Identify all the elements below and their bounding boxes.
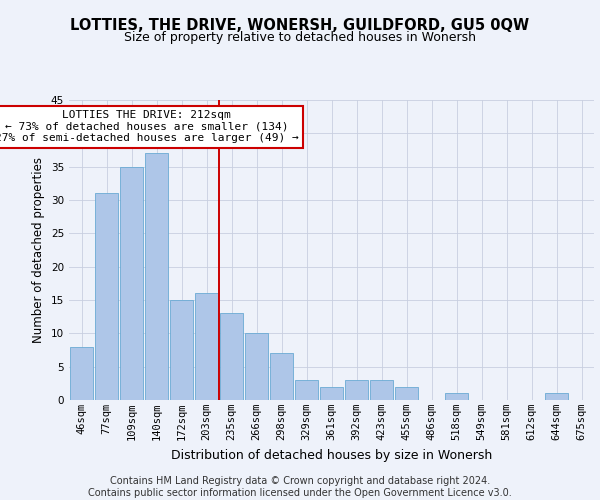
Y-axis label: Number of detached properties: Number of detached properties	[32, 157, 46, 343]
Bar	[70, 346, 94, 400]
Bar	[194, 294, 218, 400]
Text: LOTTIES, THE DRIVE, WONERSH, GUILDFORD, GU5 0QW: LOTTIES, THE DRIVE, WONERSH, GUILDFORD, …	[70, 18, 530, 32]
Bar	[295, 380, 319, 400]
Text: LOTTIES THE DRIVE: 212sqm
← 73% of detached houses are smaller (134)
27% of semi: LOTTIES THE DRIVE: 212sqm ← 73% of detac…	[0, 110, 298, 143]
X-axis label: Distribution of detached houses by size in Wonersh: Distribution of detached houses by size …	[171, 448, 492, 462]
Bar	[344, 380, 368, 400]
Bar	[145, 154, 169, 400]
Bar	[170, 300, 193, 400]
Bar	[119, 166, 143, 400]
Text: Size of property relative to detached houses in Wonersh: Size of property relative to detached ho…	[124, 31, 476, 44]
Bar	[269, 354, 293, 400]
Text: Contains HM Land Registry data © Crown copyright and database right 2024.
Contai: Contains HM Land Registry data © Crown c…	[88, 476, 512, 498]
Bar	[545, 394, 568, 400]
Bar	[370, 380, 394, 400]
Bar	[320, 386, 343, 400]
Bar	[445, 394, 469, 400]
Bar	[95, 194, 118, 400]
Bar	[220, 314, 244, 400]
Bar	[245, 334, 268, 400]
Bar	[395, 386, 418, 400]
